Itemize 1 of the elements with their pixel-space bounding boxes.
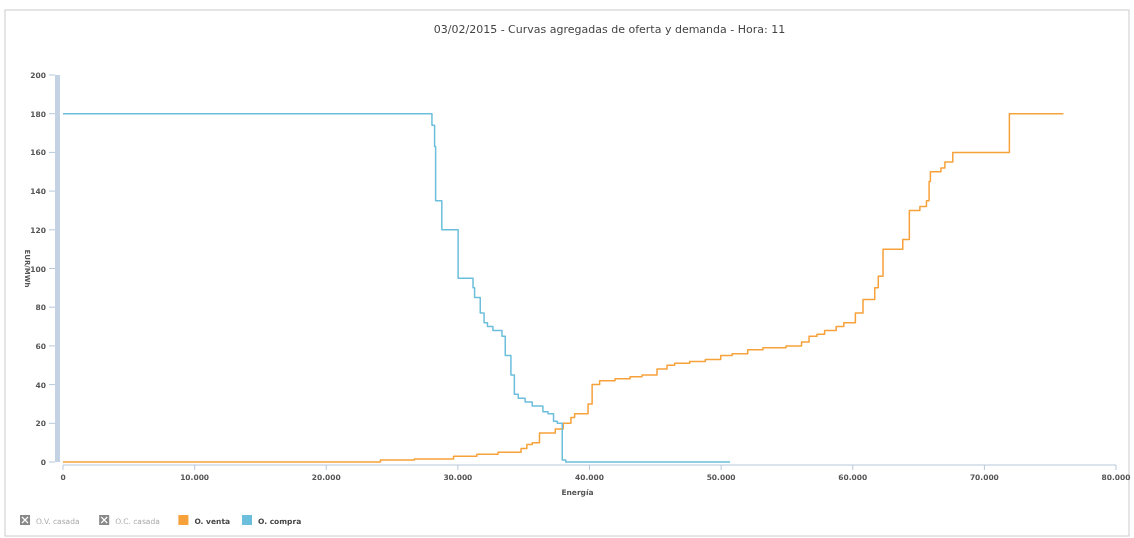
chart-title: 03/02/2015 - Curvas agregadas de oferta y demanda - Hora: 11: [433, 23, 786, 36]
